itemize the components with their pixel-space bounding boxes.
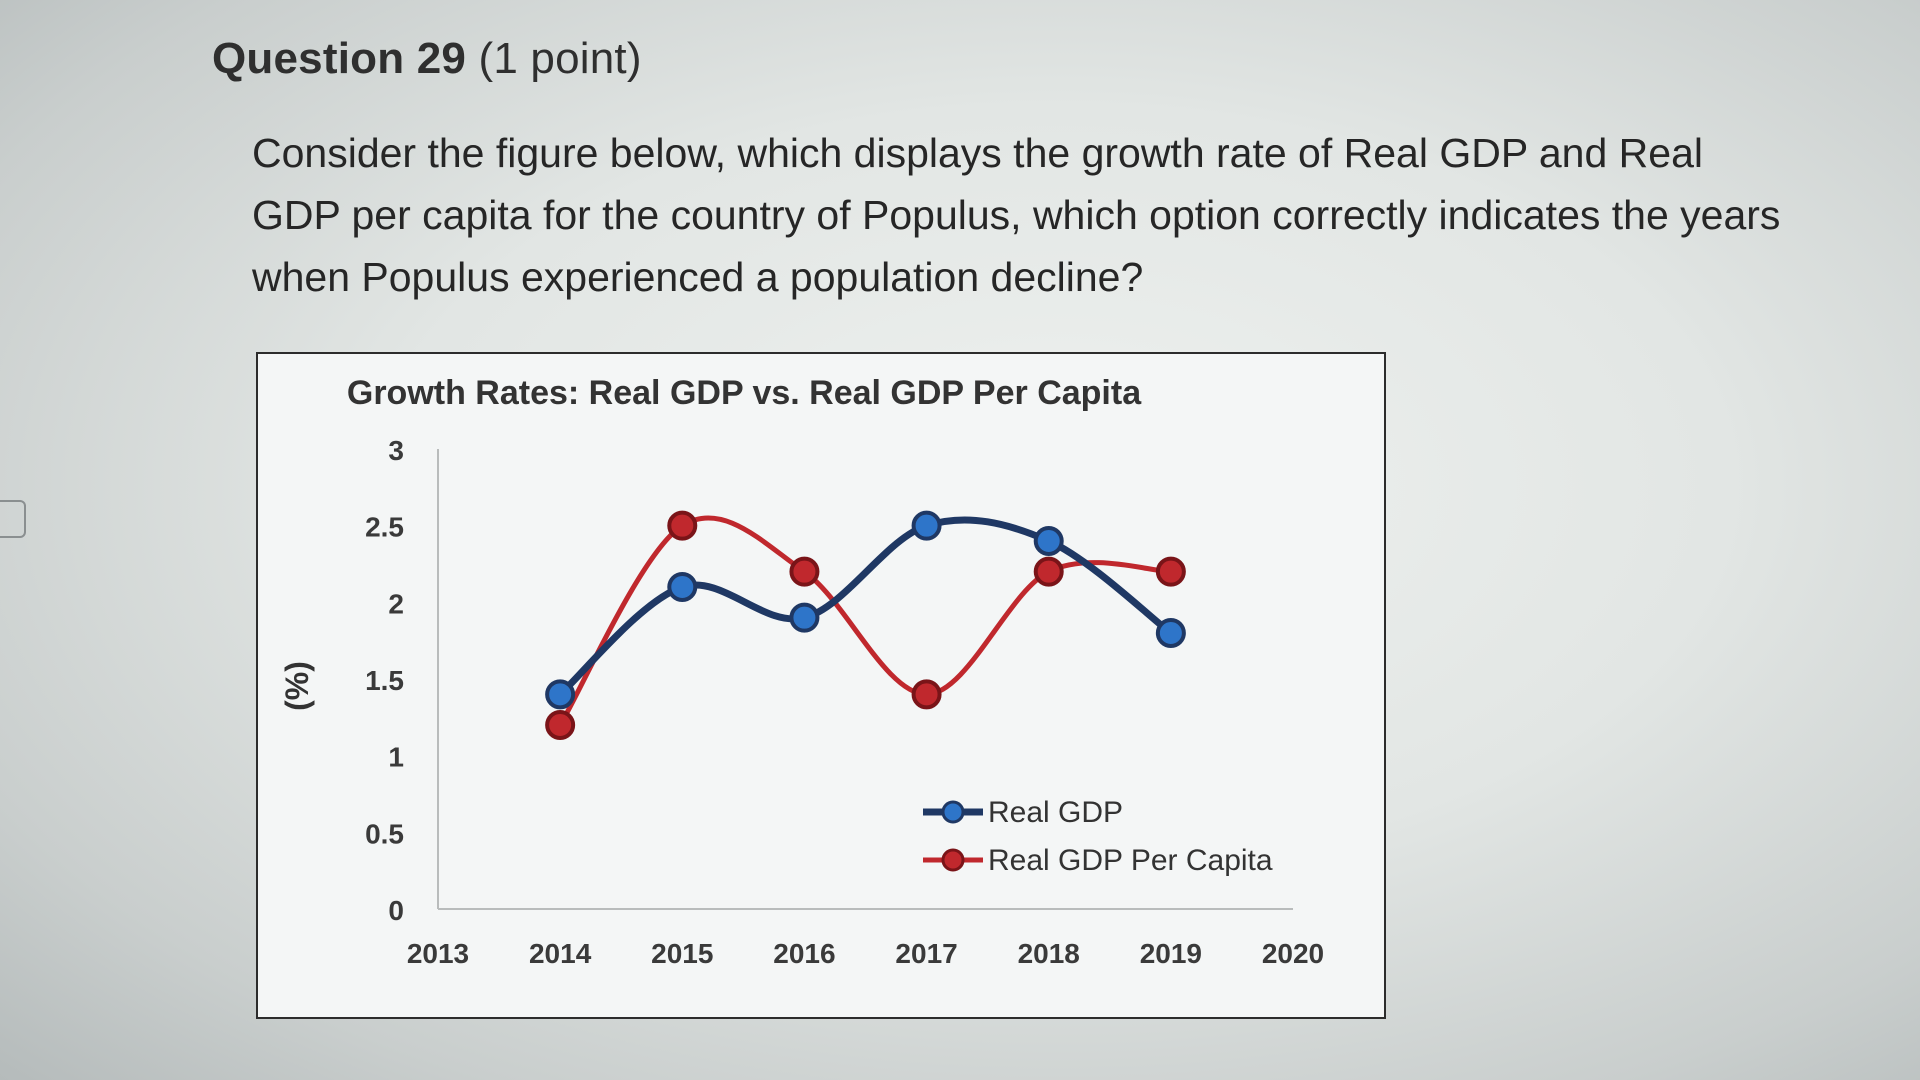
chart-series [545,510,1186,740]
real-gdp-point [667,572,698,602]
legend-label-real-gdp: Real GDP [988,796,1123,829]
real-gdp-per-capita-point [1033,556,1064,587]
x-tick-label: 2015 [651,938,713,969]
x-axis-ticks: 2013 2014 2015 2016 2017 2018 2019 2020 [407,938,1324,969]
legend-label-real-gdp-per-capita: Real GDP Per Capita [988,844,1273,877]
legend-swatch-marker [941,848,965,872]
x-tick-label: 2016 [773,938,835,969]
x-tick-label: 2020 [1262,938,1324,969]
y-tick-label: 1.5 [365,665,404,696]
question-header: Question 29 (1 point) [212,34,642,84]
chart-axes [437,449,1293,910]
y-tick-label: 0 [388,895,404,926]
x-tick-label: 2013 [407,938,469,969]
x-tick-label: 2017 [895,938,957,969]
real-gdp-per-capita-point [789,556,820,587]
question-number: Question 29 [212,34,467,83]
side-tab-icon[interactable] [0,500,26,538]
real-gdp-point [545,679,576,710]
question-text: Consider the figure below, which display… [252,130,1781,300]
real-gdp-per-capita-point [911,679,942,710]
chart-title: Growth Rates: Real GDP vs. Real GDP Per … [347,374,1142,412]
x-tick-label: 2018 [1018,938,1080,969]
growth-rate-chart: Growth Rates: Real GDP vs. Real GDP Per … [279,374,1324,969]
chart-figure: Growth Rates: Real GDP vs. Real GDP Per … [256,352,1386,1019]
real-gdp-per-capita-point [667,510,698,541]
y-axis-ticks: 0 0.5 1 1.5 2 2.5 3 [365,435,404,926]
y-tick-label: 1 [388,742,404,773]
real-gdp-line [556,516,1175,698]
real-gdp-point [911,510,942,541]
real-gdp-per-capita-line [557,515,1174,728]
y-tick-label: 0.5 [365,818,404,849]
y-tick-label: 2.5 [365,512,404,543]
x-tick-label: 2014 [529,938,592,969]
y-axis-label: (%) [279,661,315,711]
y-tick-label: 3 [388,435,404,466]
real-gdp-per-capita-point [545,710,576,740]
real-gdp-per-capita-point [1155,556,1186,587]
question-points: (1 point) [478,34,642,83]
real-gdp-point [1033,526,1064,556]
real-gdp-point [789,602,820,633]
x-tick-label: 2019 [1140,938,1202,969]
chart-legend: Real GDP Real GDP Per Capita [923,796,1273,877]
real-gdp-point [1155,618,1186,648]
legend-swatch-marker [941,800,965,824]
y-tick-label: 2 [388,588,404,619]
